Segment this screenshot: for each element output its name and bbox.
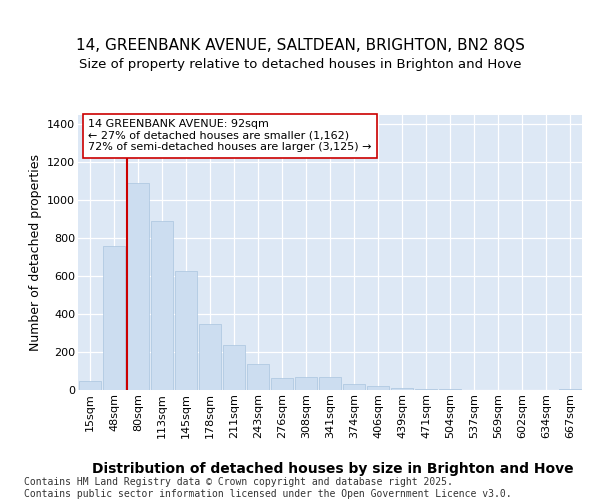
Bar [79,380,101,390]
Bar [247,364,269,390]
Bar [343,384,365,390]
Text: Contains HM Land Registry data © Crown copyright and database right 2025.
Contai: Contains HM Land Registry data © Crown c… [24,478,512,499]
Bar [175,270,197,390]
Bar [127,184,149,390]
Bar [223,346,245,390]
Bar [151,221,173,390]
Text: 14 GREENBANK AVENUE: 92sqm
← 27% of detached houses are smaller (1,162)
72% of s: 14 GREENBANK AVENUE: 92sqm ← 27% of deta… [88,119,371,152]
Y-axis label: Number of detached properties: Number of detached properties [29,154,41,351]
Bar [295,376,317,390]
Bar [391,388,413,390]
Text: Size of property relative to detached houses in Brighton and Hove: Size of property relative to detached ho… [79,58,521,71]
Text: Distribution of detached houses by size in Brighton and Hove: Distribution of detached houses by size … [92,462,574,476]
Bar [103,246,125,390]
Bar [199,324,221,390]
Bar [559,389,581,390]
Bar [415,389,437,390]
Bar [271,378,293,390]
Text: 14, GREENBANK AVENUE, SALTDEAN, BRIGHTON, BN2 8QS: 14, GREENBANK AVENUE, SALTDEAN, BRIGHTON… [76,38,524,52]
Bar [319,376,341,390]
Bar [367,386,389,390]
